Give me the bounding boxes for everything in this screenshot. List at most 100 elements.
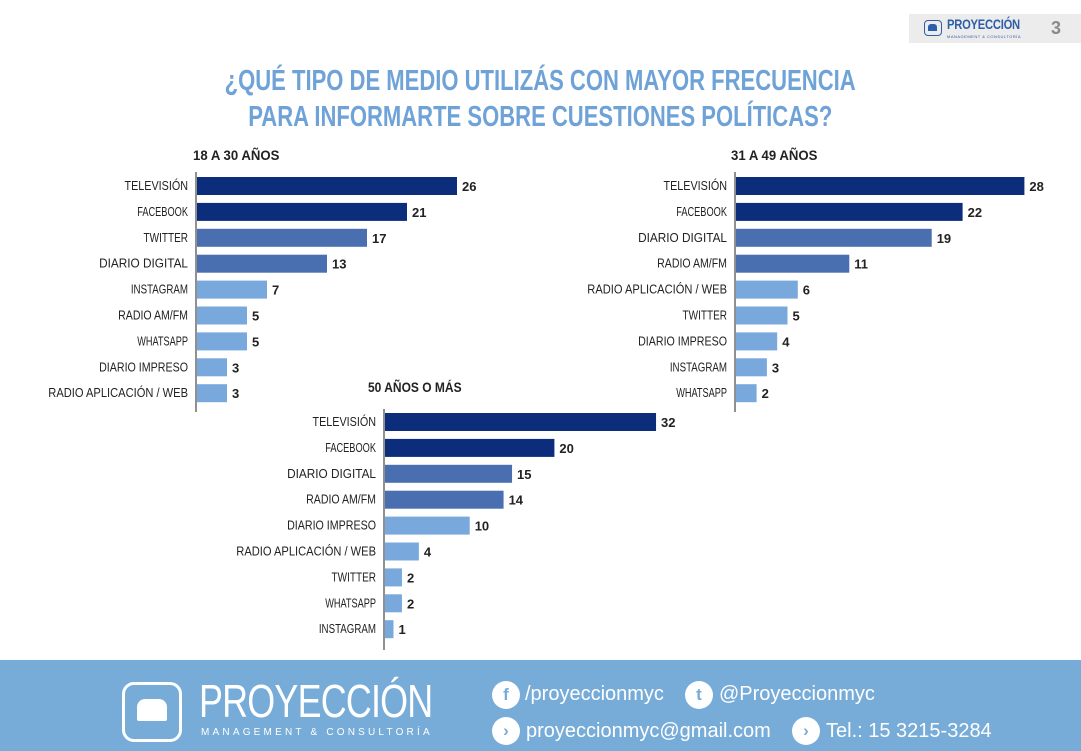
data-label: 22	[968, 205, 982, 220]
page-title-line-1: ¿QUÉ TIPO DE MEDIO UTILIZÁS CON MAYOR FR…	[224, 65, 857, 97]
data-label: 13	[332, 257, 346, 272]
page-number: 3	[1051, 18, 1062, 38]
data-label: 5	[793, 309, 800, 324]
data-label: 5	[252, 309, 259, 324]
data-label: 3	[772, 360, 779, 375]
chart-title: 18 A 30 AÑOS	[193, 146, 279, 163]
category-label: WHATSAPP	[676, 385, 727, 400]
category-label: TWITTER	[332, 569, 376, 584]
bar	[385, 464, 513, 483]
data-label: 2	[407, 596, 414, 611]
data-label: 11	[854, 257, 868, 272]
bar	[385, 594, 402, 613]
email-link[interactable]: proyeccionmyc@gmail.com	[526, 720, 771, 742]
data-label: 32	[661, 415, 675, 430]
header-brand-sub: MANAGEMENT & CONSULTORÍA	[947, 34, 1022, 39]
header-brand: PROYECCIÓN	[947, 16, 1020, 32]
category-label: INSTAGRAM	[319, 621, 376, 636]
bar	[197, 202, 407, 221]
bar	[197, 254, 327, 273]
data-label: 26	[462, 179, 476, 194]
category-label: RADIO AM/FM	[657, 256, 727, 271]
footer-brand: PROYECCIÓN	[199, 675, 433, 727]
data-label: 17	[372, 231, 386, 246]
data-label: 19	[937, 231, 951, 246]
category-label: INSTAGRAM	[131, 282, 188, 297]
data-label: 15	[517, 467, 531, 482]
category-label: DIARIO IMPRESO	[99, 359, 188, 374]
bar	[385, 568, 402, 587]
bar	[736, 177, 1025, 195]
category-label: TELEVISIÓN	[664, 178, 728, 193]
twitter-link[interactable]: @Proyeccionmyc	[719, 683, 875, 705]
bar	[197, 306, 247, 325]
phone-text: Tel.: 15 3215-3284	[826, 720, 992, 742]
facebook-link[interactable]: /proyeccionmyc	[525, 683, 664, 705]
bar	[385, 620, 394, 639]
bar	[736, 358, 767, 377]
data-label: 5	[252, 334, 259, 349]
bar	[385, 542, 419, 561]
data-label: 20	[559, 441, 573, 456]
bar	[197, 358, 227, 377]
chevron-right-icon: ›	[792, 717, 820, 745]
bar	[736, 228, 932, 247]
category-label: TELEVISIÓN	[313, 414, 377, 429]
category-label: WHATSAPP	[325, 595, 376, 610]
data-label: 1	[398, 622, 405, 637]
footer: PROYECCIÓN MANAGEMENT & CONSULTORÍA f /p…	[0, 660, 1081, 751]
bar	[197, 280, 267, 299]
category-label: WHATSAPP	[137, 333, 188, 348]
category-label: INSTAGRAM	[670, 359, 727, 374]
header-badge: PROYECCIÓN MANAGEMENT & CONSULTORÍA 3	[909, 14, 1081, 43]
bar	[197, 177, 457, 195]
category-label: RADIO AM/FM	[118, 308, 188, 323]
facebook-icon: f	[492, 681, 520, 709]
bar	[385, 438, 555, 457]
category-label: RADIO APLICACIÓN / WEB	[587, 282, 727, 297]
category-label: DIARIO DIGITAL	[287, 466, 376, 481]
twitter-icon: t	[685, 681, 713, 709]
category-label: FACEBOOK	[676, 204, 727, 219]
footer-brand-sub: MANAGEMENT & CONSULTORÍA	[201, 727, 433, 738]
category-label: TWITTER	[683, 308, 727, 323]
data-label: 14	[509, 493, 524, 508]
logo-icon	[924, 20, 942, 36]
chart-title: 50 AÑOS O MÁS	[368, 378, 462, 395]
data-label: 10	[475, 519, 489, 534]
category-label: RADIO APLICACIÓN / WEB	[48, 385, 188, 400]
data-label: 28	[1029, 179, 1043, 194]
data-label: 2	[762, 386, 769, 401]
data-label: 6	[803, 283, 810, 298]
bar	[197, 332, 247, 351]
bar	[385, 413, 657, 431]
data-label: 21	[412, 205, 426, 220]
data-label: 7	[272, 283, 279, 298]
bar	[736, 202, 963, 221]
chart-title: 31 A 49 AÑOS	[731, 146, 817, 163]
bar	[385, 516, 470, 535]
bar	[736, 280, 798, 299]
bar	[197, 228, 367, 247]
data-label: 4	[424, 545, 432, 560]
bar	[736, 254, 850, 273]
chevron-right-icon: ›	[492, 717, 520, 745]
bar	[736, 332, 778, 351]
data-label: 4	[782, 334, 790, 349]
bar	[197, 384, 227, 403]
category-label: FACEBOOK	[325, 440, 376, 455]
data-label: 3	[232, 360, 239, 375]
category-label: TWITTER	[144, 230, 188, 245]
data-label: 2	[407, 570, 414, 585]
category-label: DIARIO IMPRESO	[638, 333, 727, 348]
category-label: DIARIO IMPRESO	[287, 518, 376, 533]
category-label: DIARIO DIGITAL	[638, 230, 727, 245]
category-label: DIARIO DIGITAL	[99, 256, 188, 271]
data-label: 3	[232, 386, 239, 401]
footer-logo-icon	[122, 682, 182, 742]
category-label: RADIO AM/FM	[306, 492, 376, 507]
category-label: FACEBOOK	[137, 204, 188, 219]
bar	[385, 490, 504, 509]
category-label: TELEVISIÓN	[125, 178, 189, 193]
